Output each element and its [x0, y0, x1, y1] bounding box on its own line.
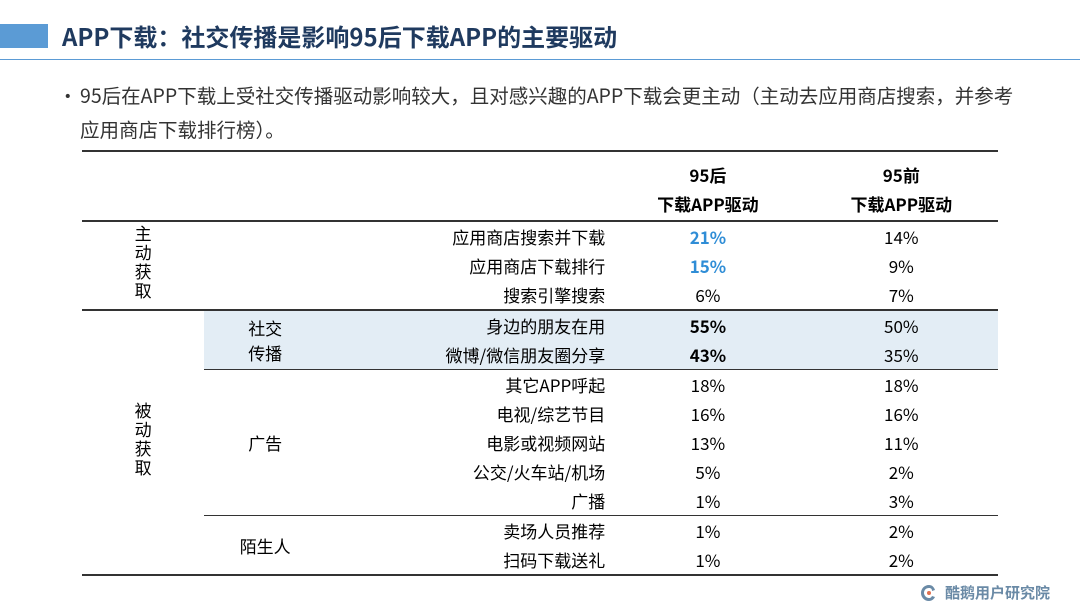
description-text: 95后在APP下载上受社交传播驱动影响较大，且对感兴趣的APP下载会更主动（主动… — [80, 80, 1013, 143]
subgroup-label: 广告 — [204, 370, 326, 516]
table-row: 陌生人 卖场人员推荐 1% 2% — [82, 516, 998, 546]
row-value-2: 2% — [805, 545, 998, 575]
row-item: 搜索引擎搜索 — [326, 280, 611, 310]
row-value-1: 16% — [611, 399, 804, 428]
header-col-95before: 95前 — [805, 151, 998, 189]
page-description: • 95后在APP下载上受社交传播驱动影响较大，且对感兴趣的APP下载会更主动（… — [0, 60, 1080, 146]
subgroup-label: 社交传播 — [248, 315, 282, 365]
row-value-1: 13% — [611, 428, 804, 457]
row-item: 其它APP呼起 — [326, 370, 611, 400]
row-item: 应用商店下载排行 — [326, 251, 611, 280]
table-row: 被动获取 社交传播 身边的朋友在用 55% 50% — [82, 310, 998, 340]
bullet-point: • — [58, 78, 78, 112]
row-value-1: 55% — [611, 310, 804, 340]
row-item: 扫码下载送礼 — [326, 545, 611, 575]
table-row: 主动获取 应用商店搜索并下载 21% 14% — [82, 221, 998, 251]
row-value-2: 35% — [805, 340, 998, 370]
row-value-1: 6% — [611, 280, 804, 310]
row-value-1: 21% — [611, 221, 804, 251]
row-item: 卖场人员推荐 — [326, 516, 611, 546]
row-value-2: 2% — [805, 457, 998, 486]
page-title-row: APP下载：社交传播是影响95后下载APP的主要驱动 — [0, 0, 1080, 53]
row-value-1: 1% — [611, 545, 804, 575]
row-item: 电视/综艺节目 — [326, 399, 611, 428]
category-label: 被动获取 — [131, 402, 156, 478]
row-value-2: 9% — [805, 251, 998, 280]
category-label: 主动获取 — [131, 225, 156, 301]
data-table-container: 95后 95前 下载APP驱动 下载APP驱动 主动获取 应用商店搜索并下载 2… — [0, 146, 1080, 576]
row-item: 公交/火车站/机场 — [326, 457, 611, 486]
row-value-2: 7% — [805, 280, 998, 310]
row-value-1: 18% — [611, 370, 804, 400]
header-col-95after: 95后 — [611, 151, 804, 189]
row-value-1: 1% — [611, 486, 804, 516]
header-sub-95before: 下载APP驱动 — [805, 189, 998, 221]
row-value-2: 3% — [805, 486, 998, 516]
row-value-2: 50% — [805, 310, 998, 340]
table-row: 广告 其它APP呼起 18% 18% — [82, 370, 998, 400]
page-title: APP下载：社交传播是影响95后下载APP的主要驱动 — [62, 18, 617, 53]
row-value-1: 43% — [611, 340, 804, 370]
row-item: 身边的朋友在用 — [326, 310, 611, 340]
row-value-2: 18% — [805, 370, 998, 400]
row-value-2: 11% — [805, 428, 998, 457]
data-table: 95后 95前 下载APP驱动 下载APP驱动 主动获取 应用商店搜索并下载 2… — [82, 150, 998, 576]
row-item: 广播 — [326, 486, 611, 516]
row-value-1: 15% — [611, 251, 804, 280]
brand-logo-icon — [919, 583, 939, 603]
row-value-2: 2% — [805, 516, 998, 546]
row-value-1: 5% — [611, 457, 804, 486]
row-value-2: 14% — [805, 221, 998, 251]
header-sub-95after: 下载APP驱动 — [611, 189, 804, 221]
row-item: 微博/微信朋友圈分享 — [326, 340, 611, 370]
row-value-1: 1% — [611, 516, 804, 546]
footer-text: 酷鹅用户研究院 — [945, 582, 1050, 603]
footer-brand: 酷鹅用户研究院 — [919, 582, 1050, 603]
row-item: 电影或视频网站 — [326, 428, 611, 457]
subgroup-label: 陌生人 — [204, 516, 326, 576]
title-accent-bar — [0, 24, 48, 48]
row-item: 应用商店搜索并下载 — [326, 221, 611, 251]
row-value-2: 16% — [805, 399, 998, 428]
